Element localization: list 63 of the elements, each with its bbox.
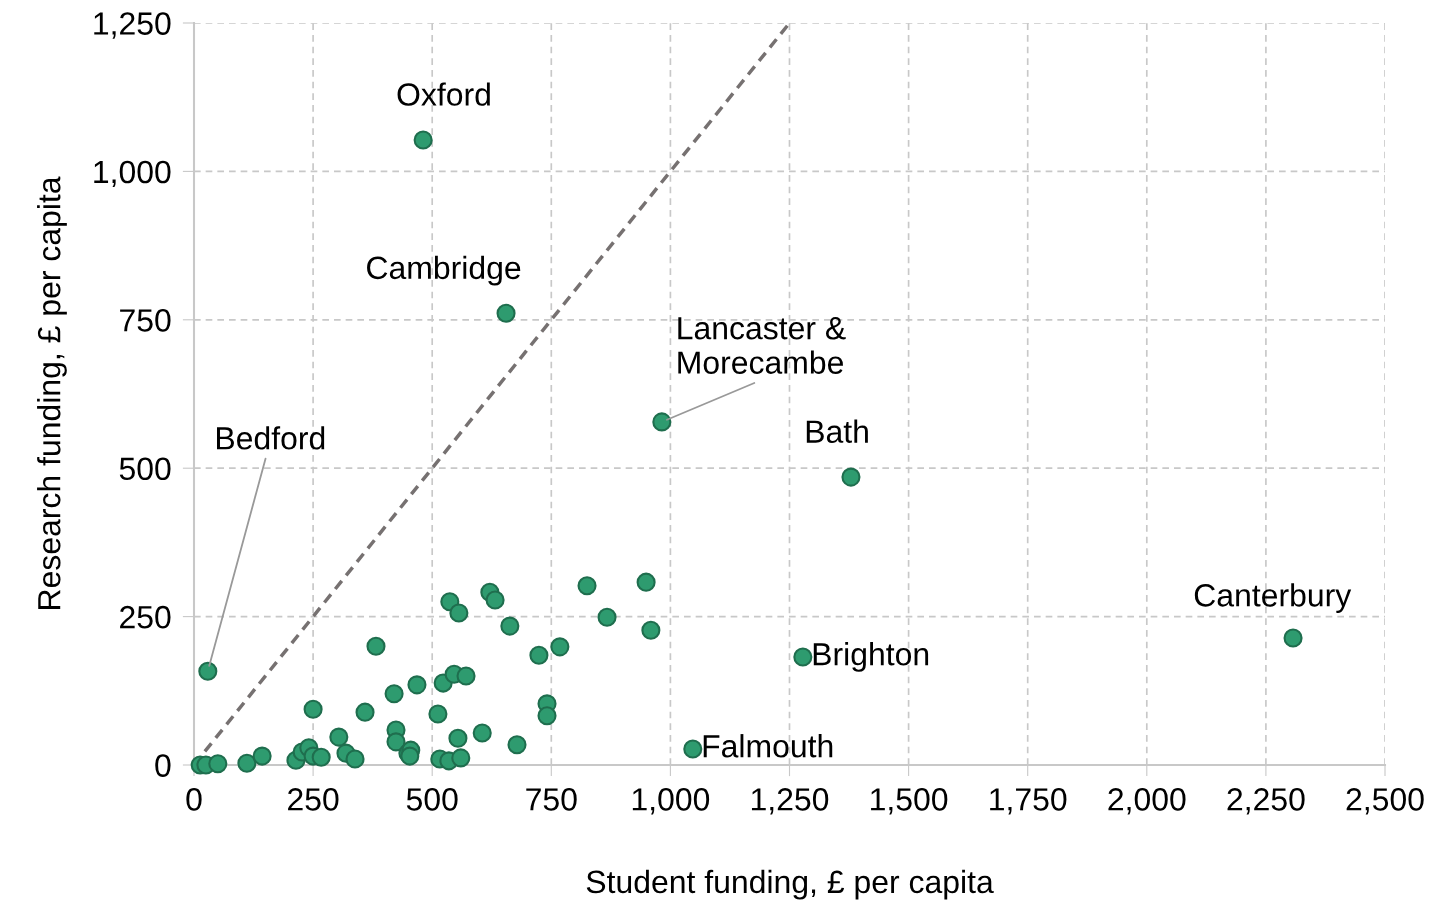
x-tick-label: 250 — [288, 788, 339, 811]
y-tick-label: 500 — [119, 457, 171, 481]
annotation: Canterbury — [1194, 583, 1352, 613]
point — [407, 675, 427, 695]
point — [841, 467, 861, 487]
x-tick-label: 1,500 — [871, 788, 948, 815]
x-tick-label: 0 — [186, 788, 202, 811]
point — [366, 636, 386, 656]
x-tick-label: 1,000 — [632, 788, 710, 815]
point — [384, 684, 404, 704]
point — [472, 723, 492, 743]
annotation: Bath — [806, 419, 868, 444]
point — [641, 620, 661, 640]
x-tick-label: 2,250 — [1227, 788, 1305, 815]
point — [345, 749, 365, 769]
x-tick-label: 500 — [406, 788, 458, 811]
point — [449, 603, 469, 623]
point — [507, 735, 527, 755]
annotation: Brighton — [813, 642, 929, 672]
point — [1283, 628, 1303, 648]
x-tick-label: 2,500 — [1346, 788, 1424, 815]
x-axis-title: Student funding, £ per capita — [586, 869, 994, 900]
point — [496, 303, 516, 323]
point — [529, 645, 549, 665]
point — [636, 572, 656, 592]
annotation: Falmouth — [703, 734, 833, 758]
point — [577, 576, 597, 596]
y-tick-label: 1,250 — [94, 12, 171, 39]
y-tick-label: 0 — [155, 754, 171, 777]
point — [237, 753, 257, 773]
x-tick-label: 1,750 — [990, 788, 1067, 815]
y-tick-label: 750 — [120, 309, 171, 332]
y-axis-title: Research funding, £ per capita — [37, 176, 67, 609]
point — [329, 727, 349, 747]
x-tick-label: 2,000 — [1108, 788, 1186, 815]
annotation: Lancaster & Morecambe — [678, 317, 846, 374]
point — [456, 666, 476, 686]
point — [550, 637, 570, 657]
point — [485, 590, 505, 610]
point — [311, 747, 331, 767]
y-tick-label: 250 — [120, 605, 171, 629]
point — [652, 412, 672, 432]
x-tick-label: 1,250 — [751, 788, 829, 815]
point — [537, 706, 557, 726]
x-tick-label: 750 — [526, 788, 577, 811]
annotation: Bedford — [217, 426, 325, 450]
point — [683, 739, 703, 759]
point — [198, 661, 218, 681]
point — [448, 728, 468, 748]
point — [451, 748, 471, 768]
point — [303, 699, 323, 719]
point — [413, 130, 433, 150]
point — [208, 754, 228, 774]
point — [500, 616, 520, 636]
point — [428, 704, 448, 724]
annotation: Cambridge — [367, 255, 521, 286]
point — [252, 746, 272, 766]
annotation: Oxford — [397, 82, 490, 106]
point — [597, 607, 617, 627]
point — [355, 702, 375, 722]
point — [793, 647, 813, 667]
point — [386, 732, 406, 752]
y-tick-label: 1,000 — [94, 160, 171, 188]
